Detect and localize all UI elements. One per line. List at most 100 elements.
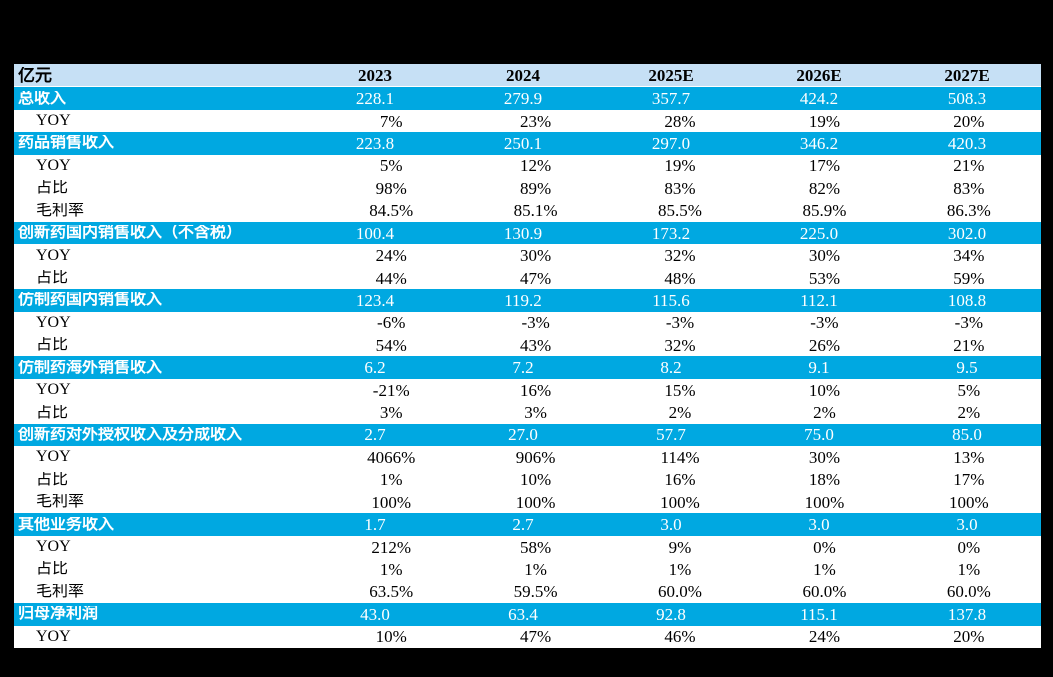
row-label: 其他业务收入 <box>18 516 115 533</box>
cell-value-2023: 1% <box>379 471 403 489</box>
cell-value-2026e: 26% <box>808 336 840 354</box>
cell-value-2027e: 100% <box>948 493 989 511</box>
cell-value-2026e: 2% <box>813 404 836 422</box>
row-label: YOY <box>36 628 71 645</box>
cell-value-2025e: 85.5% <box>658 202 702 220</box>
table-row: 创新药国内销售收入（不含税） 100.4 130.9 173.2 225.0 3… <box>14 221 1041 245</box>
year-column-header-2024: 2024 <box>506 66 540 84</box>
cell-value-2024: 100% <box>515 493 556 511</box>
cell-value-2024: 43% <box>520 336 552 354</box>
cell-value-2026e: 10% <box>808 381 840 399</box>
cell-value-2027e: 17% <box>953 471 985 489</box>
year-column-header-2025e: 2025E <box>648 66 694 84</box>
cell-value-2024: 27.0 <box>508 426 538 444</box>
cell-value-2025e: 32% <box>664 336 696 354</box>
cell-value-2023: 100.4 <box>355 224 395 242</box>
cell-value-2025e: 48% <box>664 269 696 287</box>
cell-value-2023: 2.7 <box>364 426 386 444</box>
cell-value-2024: 47% <box>520 628 552 646</box>
cell-value-2025e: 114% <box>660 448 700 466</box>
cell-value-2026e: 346.2 <box>799 134 839 152</box>
cell-value-2025e: 173.2 <box>651 224 691 242</box>
row-label: 占比 <box>36 337 69 354</box>
unit-label: 亿元 <box>18 66 52 84</box>
cell-value-2027e: 60.0% <box>946 583 991 601</box>
cell-value-2024: 23% <box>520 112 552 130</box>
cell-value-2023: -6% <box>377 314 406 332</box>
cell-value-2023: 123.4 <box>355 291 395 309</box>
cell-value-2025e: 57.7 <box>656 426 686 444</box>
cell-value-2023: 54% <box>375 336 407 354</box>
row-label: 占比 <box>36 180 69 197</box>
cell-value-2023: 6.2 <box>364 359 386 377</box>
table-row: 毛利率 100% 100% 100% 100% 100% <box>14 491 1041 514</box>
table-row: YOY 7% 23% 28% 19% 20% <box>14 109 1041 133</box>
year-column-header-2027e: 2027E <box>944 66 990 84</box>
row-label: 毛利率 <box>36 583 85 600</box>
cell-value-2023: 44% <box>375 269 407 287</box>
cell-value-2026e: 24% <box>808 628 840 646</box>
cell-value-2023: 63.5% <box>369 583 414 601</box>
table-row: 占比 1% 1% 1% 1% 1% <box>14 558 1041 581</box>
cell-value-2025e: 16% <box>664 471 696 489</box>
cell-value-2024: 63.4 <box>508 605 538 623</box>
cell-value-2024: 89% <box>520 179 552 197</box>
cell-value-2027e: 137.8 <box>947 605 987 623</box>
row-label: 总收入 <box>18 90 67 107</box>
cell-value-2027e: 13% <box>953 448 985 466</box>
cell-value-2027e: 86.3% <box>946 202 991 220</box>
row-label: YOY <box>36 247 71 264</box>
cell-value-2026e: 9.1 <box>808 359 830 377</box>
row-label: YOY <box>36 314 71 331</box>
cell-value-2025e: -3% <box>665 314 695 332</box>
cell-value-2027e: 21% <box>953 157 985 175</box>
cell-value-2027e: 420.3 <box>947 134 987 152</box>
cell-value-2024: 47% <box>520 269 552 287</box>
cell-value-2023: 223.8 <box>355 134 395 152</box>
cell-value-2023: 24% <box>375 247 407 265</box>
cell-value-2026e: 60.0% <box>802 583 847 601</box>
cell-value-2025e: 297.0 <box>651 134 691 152</box>
row-label: 创新药国内销售收入（不含税） <box>18 225 243 242</box>
cell-value-2024: 12% <box>520 157 552 175</box>
table-row: YOY -21% 16% 15% 10% 5% <box>14 378 1041 402</box>
cell-value-2025e: 115.6 <box>652 291 690 309</box>
cell-value-2023: -21% <box>372 381 410 399</box>
table-row: YOY 4066% 906% 114% 30% 13% <box>14 446 1041 469</box>
cell-value-2027e: 2% <box>957 404 981 422</box>
row-label: 创新药对外授权收入及分成收入 <box>18 426 243 443</box>
table-row: 占比 1% 10% 16% 18% 17% <box>14 468 1041 492</box>
cell-value-2024: 906% <box>515 448 556 466</box>
cell-value-2024: 85.1% <box>513 202 558 220</box>
cell-value-2025e: 357.7 <box>651 90 691 108</box>
cell-value-2023: 43.0 <box>360 605 390 623</box>
table-header-row: 亿元 2023 2024 2025E 2026E 2027E <box>14 64 1041 88</box>
table-row: 总收入 228.1 279.9 357.7 424.2 508.3 <box>14 87 1041 110</box>
cell-value-2026e: 18% <box>808 471 840 489</box>
cell-value-2026e: 85.9% <box>802 202 847 220</box>
table-row: 归母净利润 43.0 63.4 92.8 115.1 137.8 <box>14 603 1041 626</box>
cell-value-2027e: 20% <box>953 628 985 646</box>
cell-value-2026e: 17% <box>808 157 840 175</box>
table-row: 占比 54% 43% 32% 26% 21% <box>14 334 1041 357</box>
cell-value-2025e: 2% <box>668 404 692 422</box>
cell-value-2026e: 112.1 <box>800 291 838 309</box>
cell-value-2027e: 59% <box>953 269 985 287</box>
cell-value-2024: 3% <box>524 404 547 422</box>
cell-value-2024: 279.9 <box>503 90 543 108</box>
cell-value-2026e: 424.2 <box>799 90 839 108</box>
row-label: 仿制药海外销售收入 <box>18 359 163 376</box>
cell-value-2026e: -3% <box>810 314 839 332</box>
cell-value-2027e: 1% <box>957 560 981 578</box>
row-label: YOY <box>36 382 71 399</box>
cell-value-2027e: 20% <box>953 112 985 130</box>
cell-value-2024: 30% <box>520 247 552 265</box>
table-row: 占比 44% 47% 48% 53% 59% <box>14 266 1041 290</box>
row-label: 占比 <box>36 404 69 421</box>
cell-value-2027e: -3% <box>954 314 983 332</box>
revenue-forecast-table: 亿元 2023 2024 2025E 2026E 2027E 总收入 228.1… <box>14 64 1041 648</box>
table-row: 其他业务收入 1.7 2.7 3.0 3.0 3.0 <box>14 513 1041 536</box>
cell-value-2027e: 108.8 <box>947 291 987 309</box>
table-body: 总收入 228.1 279.9 357.7 424.2 508.3 YOY 7%… <box>14 87 1041 648</box>
cell-value-2025e: 60.0% <box>658 583 702 601</box>
